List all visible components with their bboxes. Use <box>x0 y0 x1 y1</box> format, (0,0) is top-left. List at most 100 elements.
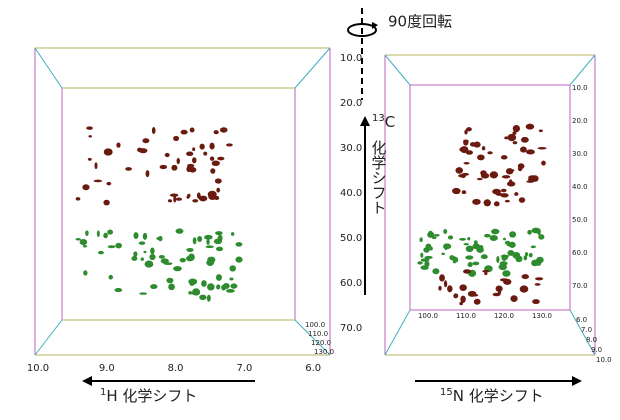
peak <box>482 269 490 273</box>
peak <box>432 236 437 240</box>
peak <box>535 277 544 281</box>
x-tick-label: 100.0 <box>418 312 438 320</box>
depth-tick-label: 10.0 <box>596 356 612 364</box>
peak <box>103 148 113 156</box>
peak <box>133 251 138 257</box>
peak <box>503 278 512 285</box>
peak <box>472 261 480 266</box>
peak <box>171 164 178 171</box>
peak <box>151 127 156 135</box>
peak <box>180 129 188 135</box>
peak <box>514 192 519 196</box>
peak <box>142 138 150 144</box>
peak <box>215 274 222 281</box>
y-tick-label: 50.0 <box>572 216 588 224</box>
peak <box>517 163 525 170</box>
rotation-label: 90度回転 <box>388 13 452 31</box>
peak <box>425 243 432 249</box>
peak <box>525 252 529 257</box>
peak <box>419 237 423 243</box>
peak <box>459 237 467 241</box>
peak <box>473 141 481 148</box>
peak <box>512 124 520 133</box>
peak <box>502 270 511 277</box>
peak <box>217 156 225 161</box>
peak <box>518 197 526 203</box>
peak <box>442 243 452 250</box>
peak <box>216 284 221 290</box>
peak <box>489 234 498 241</box>
depth-tick-label: 110.0 <box>308 330 328 338</box>
peak <box>507 249 515 256</box>
peak <box>531 175 539 182</box>
left-box <box>34 47 331 356</box>
peak <box>131 256 138 261</box>
peak <box>230 232 235 236</box>
peak <box>213 238 223 245</box>
peak <box>103 232 108 239</box>
peak <box>93 179 103 183</box>
peak <box>441 252 445 256</box>
depth-tick-label: 8.0 <box>586 336 597 344</box>
peak <box>463 162 470 165</box>
peak <box>483 199 491 207</box>
y-tick-label: 70.0 <box>340 323 362 334</box>
peak <box>150 284 158 290</box>
peak <box>175 197 183 201</box>
peak <box>191 291 200 296</box>
peak <box>498 263 508 271</box>
peak <box>192 199 199 203</box>
peak <box>455 167 464 174</box>
peak <box>229 265 236 272</box>
peak <box>97 250 104 255</box>
peak <box>186 247 194 252</box>
peak <box>454 257 459 263</box>
peak <box>484 233 491 238</box>
peak <box>492 188 502 195</box>
peak <box>496 255 500 264</box>
peak <box>489 173 494 178</box>
peak <box>201 280 207 287</box>
peak <box>192 237 197 245</box>
peak <box>508 169 515 172</box>
peak <box>176 157 180 165</box>
peak <box>447 235 454 240</box>
peak <box>164 152 170 158</box>
x-tick-label: 120.0 <box>494 312 514 320</box>
peak <box>508 241 516 248</box>
peak <box>115 242 123 249</box>
peak <box>114 288 123 293</box>
peak <box>463 269 471 274</box>
peak <box>145 170 150 178</box>
peak <box>500 193 509 198</box>
peak <box>85 230 89 236</box>
peak <box>160 258 169 264</box>
peak <box>465 150 473 155</box>
peak <box>215 231 223 236</box>
peak <box>500 188 507 193</box>
peak <box>458 174 464 178</box>
peak <box>427 230 434 238</box>
peak <box>460 295 466 303</box>
peak <box>219 127 228 133</box>
peak <box>507 133 517 142</box>
peak <box>140 257 144 261</box>
peak <box>189 282 195 286</box>
peak <box>138 241 146 245</box>
peak <box>434 233 440 237</box>
depth-tick-label: 9.0 <box>591 346 602 354</box>
peak <box>79 239 88 246</box>
peak <box>500 155 508 160</box>
peak <box>531 259 539 267</box>
peak <box>229 277 234 281</box>
peak <box>173 135 180 142</box>
peak <box>538 129 543 133</box>
peak <box>82 184 90 191</box>
peak <box>525 123 535 130</box>
peak <box>461 172 470 176</box>
peak <box>526 180 535 183</box>
peak <box>537 146 547 150</box>
peak <box>465 255 474 260</box>
peak <box>439 274 445 282</box>
sup: 13 <box>372 113 385 124</box>
